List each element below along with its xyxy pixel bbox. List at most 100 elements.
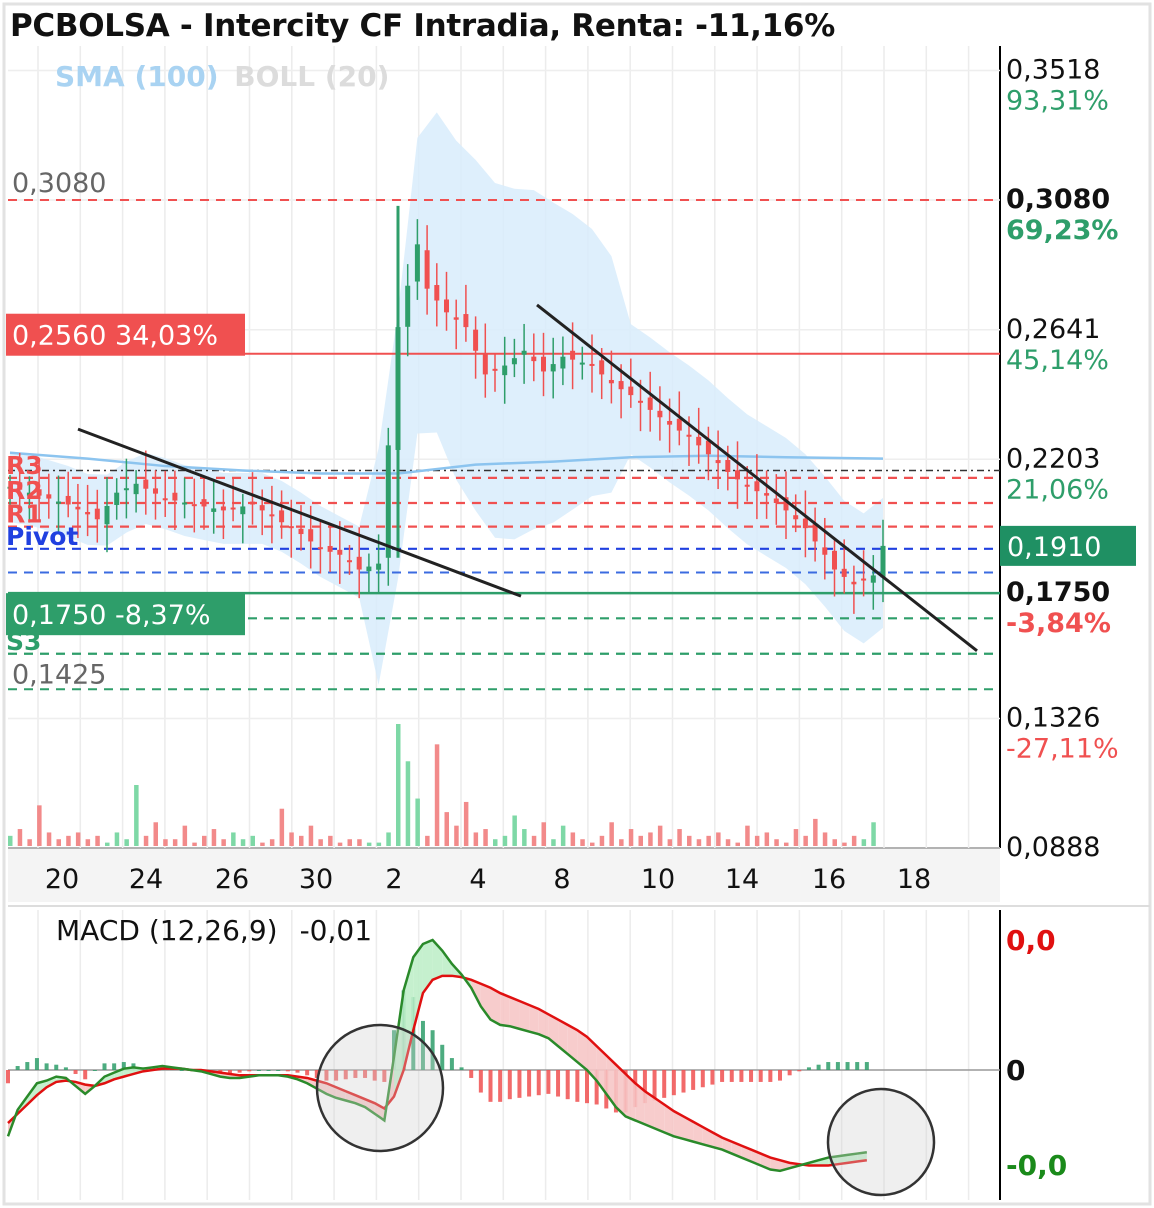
price-tick: 0,1750 (1006, 577, 1110, 608)
candle-body (832, 550, 837, 570)
volume-bar (483, 829, 488, 846)
volume-bar (619, 839, 624, 846)
macd-histogram-bar (536, 1070, 541, 1096)
price-tick: 0,0888 (1006, 832, 1100, 863)
candle-body (85, 511, 91, 515)
candle-body (570, 350, 576, 360)
trend-line-1 (77, 427, 522, 598)
volume-bar (725, 839, 731, 846)
volume-bar (66, 835, 71, 846)
pivot-label-pivot: Pivot (6, 522, 78, 551)
macd-histogram-bar (642, 1070, 647, 1104)
sma-legend[interactable]: SMA (100) (55, 60, 219, 93)
macd-histogram-bar (478, 1070, 483, 1093)
volume-bar (444, 812, 449, 846)
macd-signal-fill (432, 940, 443, 980)
candle-body (259, 505, 265, 511)
candle-body (686, 434, 692, 437)
candle-body (822, 547, 828, 555)
sma-line (9, 451, 884, 475)
volume-bar (105, 842, 110, 846)
volume-bar (376, 842, 382, 846)
macd-tick-zero: 0 (1006, 1054, 1025, 1087)
volume-bar (318, 839, 323, 846)
macd-line (6, 938, 868, 1173)
date-tick: 24 (129, 864, 163, 895)
volume-bar (628, 829, 634, 846)
price-labels: R3R2R1PivotS2S30,2560 34,03%0,1750 -8,37… (6, 168, 245, 690)
volume-bar (8, 835, 13, 846)
macd-signal-fill (857, 1152, 867, 1162)
volume-bar (163, 839, 168, 846)
macd-histogram-bar (15, 1066, 20, 1070)
volume-bar (396, 724, 401, 846)
candle-body (444, 299, 449, 313)
volume-bar (764, 832, 770, 846)
volume-bar (648, 832, 653, 846)
volume-bar (667, 839, 673, 846)
volume-bar (240, 839, 246, 846)
candle-body (104, 505, 110, 525)
volume-bar (172, 839, 178, 846)
volume-bar (551, 839, 556, 846)
candle-body (46, 494, 52, 499)
price-tick: 0,3518 (1006, 55, 1100, 86)
macd-histogram-bar (517, 1070, 522, 1098)
macd-name: MACD (12,26,9) (56, 914, 278, 947)
candle-body (114, 492, 120, 505)
macd-histogram-bar (440, 1044, 445, 1070)
badge-resistance (6, 313, 245, 356)
candle-body (327, 545, 333, 552)
candle-body (133, 483, 139, 495)
macd-histogram-bar (739, 1070, 744, 1082)
candle-body (75, 506, 81, 510)
volume-bar (784, 842, 789, 846)
volume-bar (502, 835, 508, 846)
macd-signal-fill (664, 1104, 674, 1137)
candle-body (492, 368, 498, 371)
candle-body (861, 578, 867, 581)
macd-panel: 0,0 0 -0,0 (6, 924, 1067, 1197)
macd-signal-fill (422, 940, 433, 994)
macd-histogram-bar (256, 1070, 261, 1071)
volume-bar (289, 832, 294, 846)
candle-body (308, 529, 314, 542)
candle-body (531, 356, 537, 362)
volume-bar (822, 832, 828, 846)
macd-signal-fill (847, 1153, 858, 1163)
macd-histogram-bar (700, 1070, 705, 1088)
volume-bar (512, 815, 517, 846)
volume-bar (425, 835, 430, 846)
current-price-box (1000, 525, 1136, 566)
volume-bar (706, 835, 711, 846)
macd-signal-fill (509, 997, 520, 1029)
volume-bar (434, 744, 440, 846)
candle-body (579, 362, 585, 365)
macd-signal-fill (577, 1030, 587, 1070)
candle-body (201, 499, 207, 507)
pivot-label-r2: R2 (6, 476, 43, 505)
candle-body (230, 507, 236, 510)
volume-bar (221, 839, 226, 846)
signal-line (7, 974, 868, 1167)
macd-histogram-bar (710, 1070, 715, 1085)
macd-signal-fill (635, 1083, 645, 1125)
badge-label-resistance: 0,2560 34,03% (12, 321, 218, 352)
macd-signal-fill (837, 1154, 848, 1165)
candle-body (618, 381, 624, 390)
candle-body (841, 568, 847, 577)
candle-body (356, 556, 362, 570)
candle-body (347, 560, 352, 563)
boll-legend[interactable]: BOLL (20) (234, 60, 390, 93)
macd-histogram-bar (575, 1070, 580, 1102)
macd-histogram-bar (83, 1070, 88, 1080)
macd-histogram-bar (488, 1070, 493, 1102)
candle-body (220, 506, 226, 511)
date-axis: 20 24 26 30 2 4 8 10 14 16 18 (45, 864, 931, 895)
candle-body (94, 508, 100, 520)
pivot-label-r1: R1 (6, 500, 43, 529)
volume-bar (260, 842, 265, 846)
volume-bar (774, 839, 779, 846)
volume-bar (153, 822, 158, 846)
